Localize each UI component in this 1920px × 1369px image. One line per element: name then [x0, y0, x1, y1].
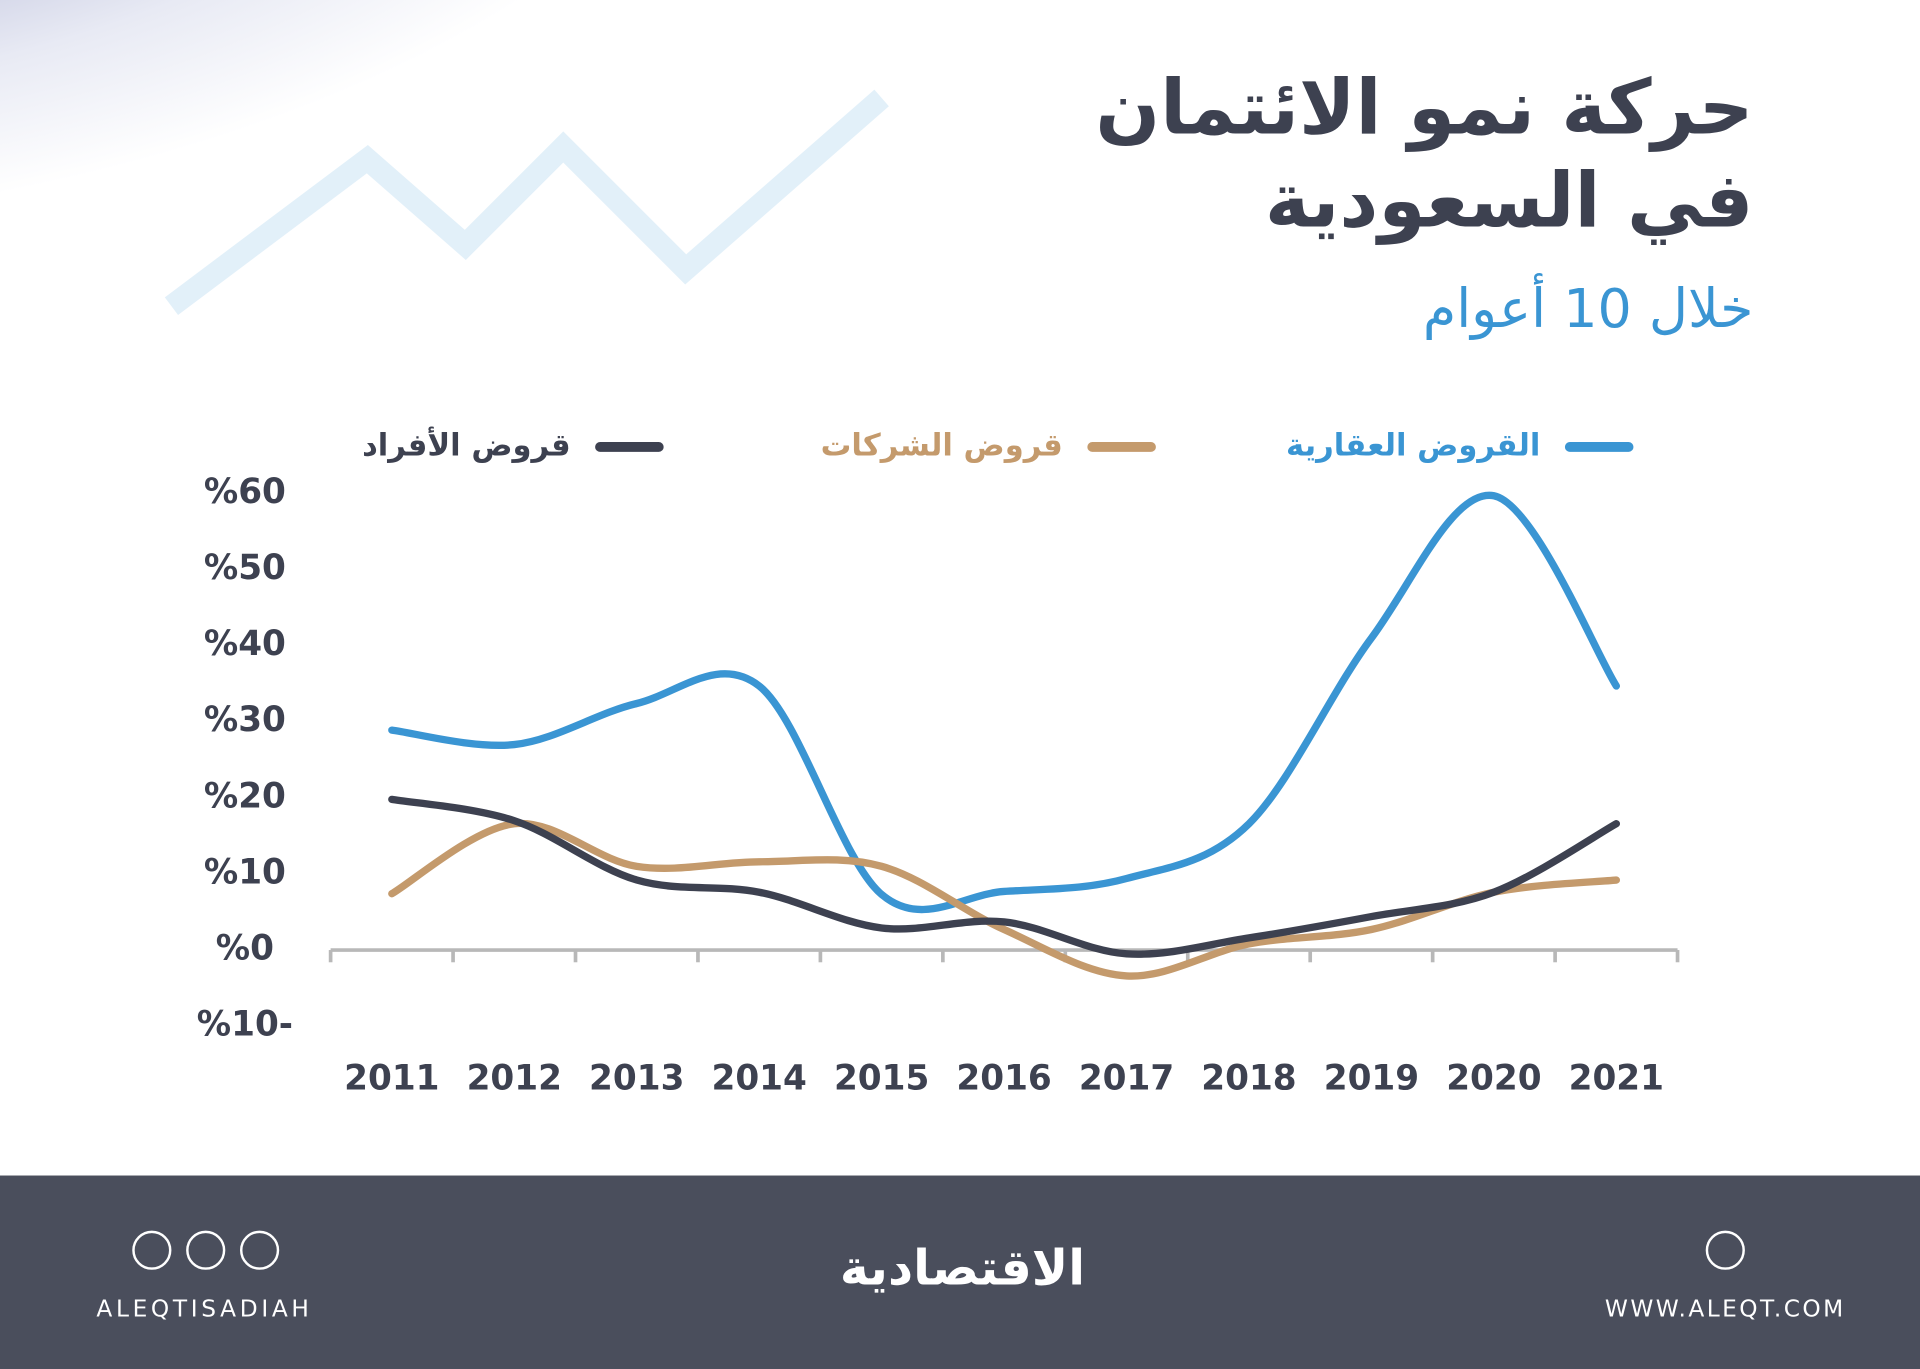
x-tick-label: 2011 — [344, 1059, 439, 1099]
decor-arrow — [164, 89, 889, 315]
footer-handle: ALEQTISADIAH — [96, 1296, 312, 1323]
y-tick-label: %10- — [197, 1005, 293, 1045]
y-tick-label: %10 — [204, 852, 286, 892]
chart-title: في السعودية — [1265, 157, 1754, 246]
series-line — [388, 795, 1620, 958]
x-tick-label: 2015 — [834, 1059, 929, 1099]
y-tick-label: %0 — [216, 929, 274, 969]
x-tick-label: 2014 — [711, 1059, 806, 1099]
x-tick-label: 2017 — [1079, 1059, 1174, 1099]
chart-subtitle: خلال 10 أعوام — [1423, 273, 1754, 340]
x-tick-label: 2018 — [1201, 1059, 1296, 1099]
y-tick-label: %20 — [204, 776, 286, 816]
y-tick-label: %50 — [204, 548, 286, 588]
legend-label: القروض العقارية — [1286, 428, 1540, 463]
x-tick-label: 2019 — [1324, 1059, 1419, 1099]
legend-label: قروض الأفراد — [362, 426, 571, 463]
series-line — [388, 491, 1620, 914]
y-tick-label: %40 — [204, 624, 286, 664]
social-icons — [132, 1230, 1745, 1270]
legend-label: قروض الشركات — [821, 428, 1063, 463]
x-tick-label: 2020 — [1446, 1059, 1541, 1099]
x-tick-label: 2012 — [467, 1059, 562, 1099]
x-tick-label: 2016 — [956, 1059, 1051, 1099]
y-tick-label: %60 — [204, 472, 286, 512]
series-line — [388, 819, 1620, 980]
footer — [0, 1175, 1920, 1369]
y-tick-label: %30 — [204, 700, 286, 740]
chart-title: حركة نمو الائتمان — [1095, 64, 1753, 153]
x-tick-label: 2013 — [589, 1059, 684, 1099]
header-image — [0, 0, 1115, 441]
footer-website: WWW.ALEQT.COM — [1605, 1296, 1846, 1323]
x-tick-label: 2021 — [1569, 1059, 1664, 1099]
footer-brand: الاقتصادية — [840, 1240, 1085, 1297]
